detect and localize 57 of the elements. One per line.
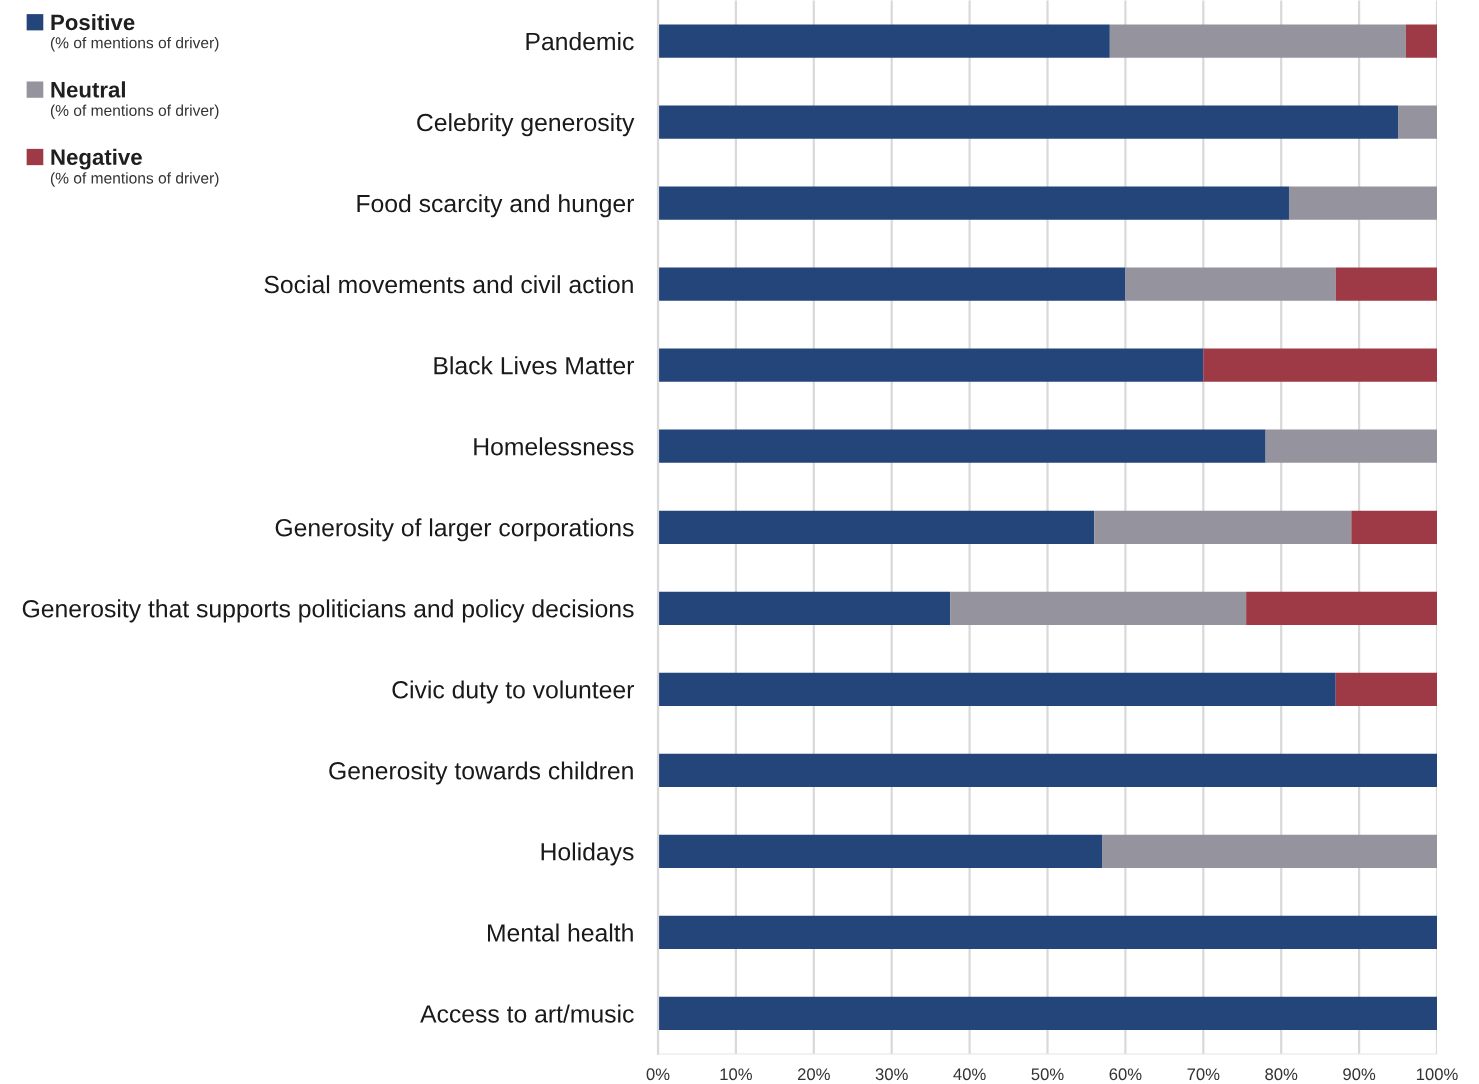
bar <box>1203 348 1437 382</box>
bar <box>950 591 1247 625</box>
y-tick-label: Black Lives Matter <box>434 356 634 375</box>
bar <box>658 267 1126 301</box>
bar <box>1398 105 1437 139</box>
bar <box>1351 510 1437 544</box>
bar <box>658 105 1399 139</box>
x-tick-label: 90% <box>1343 1068 1376 1081</box>
bar <box>658 348 1204 382</box>
bar <box>1125 267 1336 301</box>
x-tick-label: 60% <box>1109 1068 1142 1081</box>
bar <box>658 996 1437 1031</box>
y-tick-label: Holidays <box>541 842 634 866</box>
bar <box>1288 186 1437 220</box>
bar <box>1265 429 1437 463</box>
x-tick-label: 0% <box>646 1068 670 1081</box>
bar <box>1109 24 1406 58</box>
y-tick-label: Homelessness <box>474 437 634 456</box>
bar <box>658 753 1437 787</box>
y-tick-label: Civic duty to volunteer <box>392 680 634 704</box>
bar <box>1335 267 1437 301</box>
bar <box>658 429 1266 463</box>
bar <box>658 591 951 625</box>
y-tick-label: Access to art/music <box>420 1004 634 1023</box>
bar <box>1335 672 1437 706</box>
bar <box>1102 834 1437 869</box>
bar <box>658 510 1095 544</box>
legend-label: Negative <box>51 148 142 170</box>
bar <box>658 834 1103 869</box>
bar <box>658 24 1110 58</box>
bar <box>1246 591 1437 625</box>
x-tick-label: 20% <box>797 1068 830 1081</box>
text: (% of mentions of driver) <box>50 104 219 120</box>
bar <box>658 915 1437 950</box>
x-tick-label: 70% <box>1187 1068 1220 1081</box>
x-tick-label: 50% <box>1031 1068 1064 1081</box>
y-tick-label: Mental health <box>488 923 633 942</box>
legend-label: Neutral <box>51 81 125 98</box>
x-tick-label: 10% <box>720 1068 752 1081</box>
bar <box>658 186 1289 220</box>
x-tick-label: 40% <box>953 1068 986 1081</box>
x-tick-label: 80% <box>1265 1068 1298 1081</box>
legend-label: Positive <box>51 13 135 31</box>
y-tick-label: Food scarcity and hunger <box>357 194 634 218</box>
bar <box>1094 510 1352 544</box>
y-tick-label: Generosity towards children <box>329 761 633 785</box>
text: (% of mentions of driver) <box>50 36 219 52</box>
y-tick-label: Generosity that supports politicians and policy decisions <box>22 599 634 623</box>
x-tick-label: 30% <box>875 1068 908 1081</box>
bar <box>1405 24 1437 58</box>
y-tick-label: Social movements and civil action <box>264 275 633 294</box>
y-tick-label: Celebrity generosity <box>417 113 635 137</box>
x-tick-label: 100% <box>1416 1068 1458 1081</box>
y-tick-label: Generosity of larger corporations <box>275 518 634 542</box>
y-tick-label: Pandemic <box>526 32 634 51</box>
bar <box>658 672 1336 706</box>
text: (% of mentions of driver) <box>50 172 219 187</box>
